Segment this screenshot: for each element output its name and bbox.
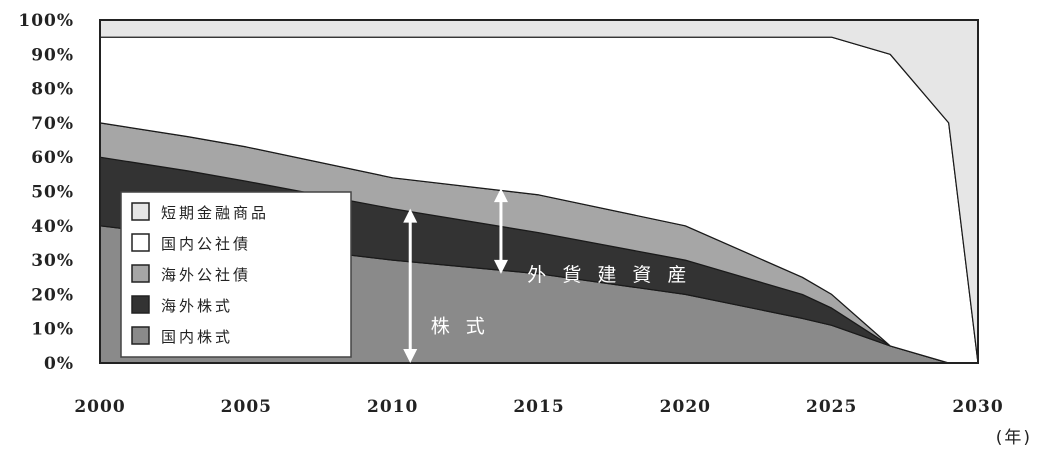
y-tick-label: 40% — [31, 217, 74, 237]
y-tick-label: 0% — [44, 354, 74, 374]
y-tick-label: 10% — [31, 320, 74, 340]
y-axis-tick-labels: 0% 10% 20% 30% 40% 50% 60% 70% 80% 90% 100% — [18, 11, 74, 374]
legend-label: 海外株式 — [161, 297, 233, 315]
y-tick-label: 30% — [31, 251, 74, 271]
y-tick-label: 70% — [31, 114, 74, 134]
x-tick-label: 2020 — [660, 397, 711, 417]
annotation-label: 株 式 — [431, 315, 490, 337]
annotation-arrow-head — [493, 259, 508, 274]
y-tick-label: 50% — [31, 183, 74, 203]
y-tick-label: 20% — [31, 285, 74, 305]
legend-box — [120, 191, 352, 358]
annotations: 外 貨 建 資 産株 式 — [403, 188, 691, 363]
annotation-arrow-head — [403, 208, 418, 223]
x-tick-label: 2010 — [367, 397, 418, 417]
y-tick-label: 90% — [31, 45, 74, 65]
legend-swatch — [131, 202, 150, 221]
plot-frame — [99, 19, 979, 364]
legend-label: 海外公社債 — [161, 266, 251, 284]
x-tick-label: 2030 — [952, 397, 1003, 417]
legend-swatch — [131, 295, 150, 314]
legend-swatch — [131, 233, 150, 252]
x-axis-tick-labels: 2000 2005 2010 2015 2020 2025 2030 — [74, 397, 1003, 417]
annotation-label: 外 貨 建 資 産 — [527, 264, 691, 286]
x-tick-label: 2025 — [806, 397, 857, 417]
x-tick-label: 2000 — [74, 397, 125, 417]
annotation-arrow-head — [403, 349, 418, 363]
x-axis-unit-label: (年) — [996, 428, 1032, 448]
legend-swatch — [131, 264, 150, 283]
legend-swatch — [131, 326, 150, 345]
y-tick-label: 80% — [31, 80, 74, 100]
legend-label: 短期金融商品 — [161, 204, 269, 222]
y-tick-label: 60% — [31, 148, 74, 168]
annotation-arrow-head — [493, 188, 508, 203]
x-tick-label: 2005 — [221, 397, 272, 417]
y-tick-label: 100% — [18, 11, 74, 31]
x-tick-label: 2015 — [513, 397, 564, 417]
legend-label: 国内公社債 — [161, 235, 251, 253]
legend-label: 国内株式 — [161, 328, 233, 346]
